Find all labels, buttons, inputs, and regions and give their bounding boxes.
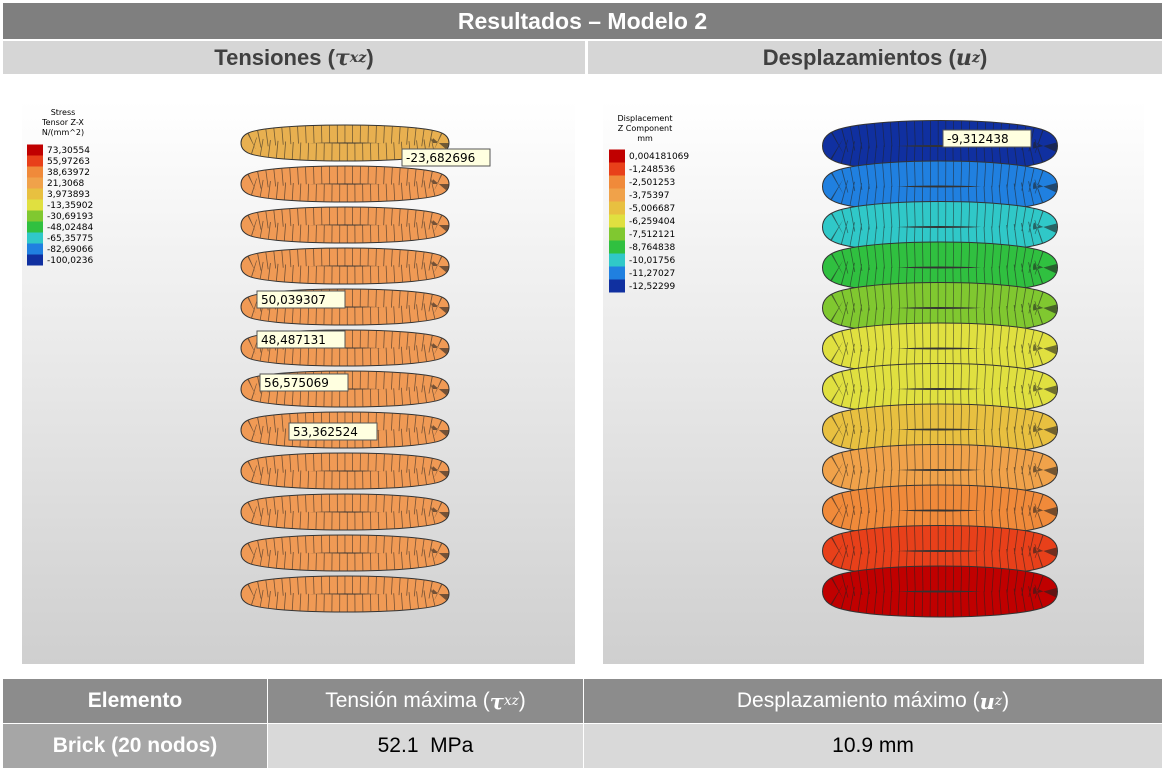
subscript: z — [972, 50, 980, 66]
legend-value: -2,501253 — [629, 178, 675, 188]
legend-value: -12,52299 — [629, 282, 675, 292]
header-text: Tensión máxima ( — [325, 689, 490, 713]
legend-value: 73,30554 — [47, 146, 90, 156]
legend-title: N/(mm^2) — [42, 128, 84, 137]
header-text: Desplazamiento máximo ( — [737, 689, 980, 713]
header-text: ) — [980, 45, 987, 71]
callout: 48,487131 — [261, 333, 326, 347]
callout: 53,362524 — [293, 425, 358, 439]
legend-value: -30,69193 — [47, 212, 93, 222]
header-text: Desplazamientos ( — [763, 45, 956, 71]
title: Resultados – Modelo 2 — [3, 3, 1162, 39]
legend-title: Z Component — [618, 124, 672, 133]
symbol: u — [980, 689, 995, 714]
subscript: xz — [504, 693, 519, 709]
legend-swatch — [609, 267, 625, 280]
callout: -9,312438 — [947, 132, 1009, 146]
legend-swatch — [609, 163, 625, 176]
legend-value: 55,97263 — [47, 157, 90, 167]
legend-title: Displacement — [618, 114, 673, 123]
legend-value: -100,0236 — [47, 256, 93, 266]
legend-value: 38,63972 — [47, 168, 90, 178]
legend-swatch — [27, 189, 43, 200]
legend-swatch — [27, 222, 43, 233]
legend-swatch — [609, 215, 625, 228]
legend-swatch — [609, 228, 625, 241]
legend-swatch — [609, 280, 625, 293]
legend-swatch — [609, 150, 625, 163]
legend-value: -5,006687 — [629, 204, 675, 214]
legend-value: -10,01756 — [629, 256, 675, 266]
legend-swatch — [609, 176, 625, 189]
header-text: ) — [1002, 689, 1009, 713]
legend-title: Tensor Z-X — [41, 118, 84, 127]
legend-value: 21,3068 — [47, 179, 84, 189]
legend-value: -82,69066 — [47, 245, 93, 255]
legend-value: -8,764838 — [629, 243, 675, 253]
legend-swatch — [609, 202, 625, 215]
legend-value: -3,75397 — [629, 191, 669, 201]
legend-value: -7,512121 — [629, 230, 675, 240]
legend-value: -11,27027 — [629, 269, 675, 279]
symbol: τ — [490, 689, 504, 714]
page: Resultados – Modelo 2 Tensiones (τxz) De… — [0, 0, 1166, 773]
legend-swatch — [27, 200, 43, 211]
legend-swatch — [27, 244, 43, 255]
subscript: z — [995, 693, 1002, 709]
legend-value: -65,35775 — [47, 234, 93, 244]
header-text: ) — [519, 689, 526, 713]
symbol: τ — [335, 45, 350, 71]
legend-value: 3,973893 — [47, 190, 90, 200]
header-text: ) — [366, 45, 373, 71]
callout: -23,682696 — [406, 151, 475, 165]
legend-value: -6,259404 — [629, 217, 675, 227]
legend-title: mm — [637, 134, 653, 143]
subscript: xz — [350, 50, 367, 66]
legend-swatch — [27, 167, 43, 178]
legend-title: Stress — [51, 108, 76, 117]
table-cell: Brick (20 nodos) — [3, 724, 267, 768]
legend-value: -13,35902 — [47, 201, 93, 211]
legend-value: 0,004181069 — [629, 152, 689, 162]
legend-value: -1,248536 — [629, 165, 675, 175]
legend-swatch — [609, 241, 625, 254]
symbol: u — [956, 45, 972, 71]
legend-swatch — [27, 233, 43, 244]
legend-swatch — [609, 254, 625, 267]
table-header: Elemento — [3, 679, 267, 723]
table-cell: 10.9 mm — [584, 724, 1162, 768]
legend-value: -48,02484 — [47, 223, 93, 233]
table-cell: 52.1 MPa — [268, 724, 583, 768]
legend-swatch — [27, 255, 43, 266]
legend-swatch — [609, 189, 625, 202]
legend-swatch — [27, 156, 43, 167]
header-text: Tensiones ( — [214, 45, 335, 71]
callout: 50,039307 — [261, 293, 326, 307]
legend-swatch — [27, 145, 43, 156]
legend-swatch — [27, 178, 43, 189]
callout: 56,575069 — [264, 376, 329, 390]
legend-swatch — [27, 211, 43, 222]
